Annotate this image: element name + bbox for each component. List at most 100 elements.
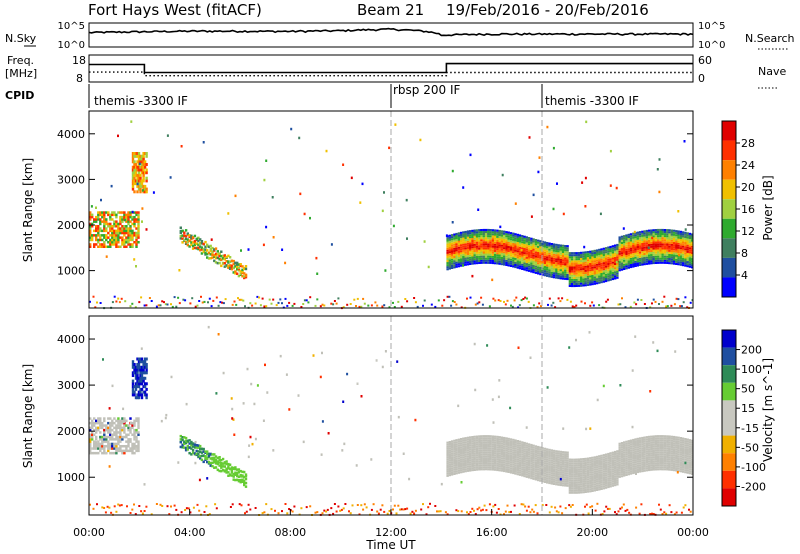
scatter-cell [142,184,145,188]
scatter-cell [480,255,483,258]
scatter-cell [90,205,93,208]
scatter-cell [473,245,476,248]
scatter-cell [525,254,528,257]
scatter-cell [652,464,655,467]
scatter-cell [591,467,594,470]
scatter-cell [505,437,508,440]
scatter-cell [109,245,112,248]
scatter-cell [586,472,590,475]
scatter-cell [593,468,596,471]
scatter-cell [530,452,533,455]
scatter-cell [611,276,615,279]
scatter-cell [133,393,136,397]
scatter-cell [627,235,630,238]
scatter-cell [681,466,685,469]
scatter-cell [675,450,678,453]
scatter-cell [103,234,106,237]
scatter-cell [636,458,639,461]
scatter-cell [518,448,522,451]
scatter-cell [677,451,680,454]
scatter-cell [638,235,642,238]
scatter-cell [654,239,658,242]
scatter-cell [636,442,639,445]
scatter-cell [593,470,596,473]
scatter-cell [99,435,102,439]
scatter-cell [131,365,135,369]
scatter-cell [604,277,608,280]
scatter-cell [503,447,506,450]
scatter-cell [493,452,497,455]
scatter-cell [561,476,565,479]
scatter-cell [675,258,678,261]
scatter-cell [459,262,462,265]
scatter-cell [625,255,628,258]
scatter-cell [595,480,599,483]
scatter-cell [625,440,628,443]
scatter-cell [577,264,581,267]
scatter-cell [117,435,120,439]
scatter-cell [645,254,649,257]
scatter-cell [500,438,504,441]
scatter-cell [607,481,610,484]
scatter-cell [593,270,596,273]
scatter-cell [663,237,667,240]
scatter-cell [450,304,453,307]
scatter-cell [507,248,510,251]
scatter-cell [207,257,211,260]
scatter-cell [500,254,504,257]
scatter-cell [600,250,603,253]
scatter-cell [557,272,560,275]
scatter-cell [645,452,649,455]
scatter-cell [561,250,565,253]
scatter-cell [604,482,608,485]
scatter-cell [419,138,422,142]
scatter-cell [589,283,592,286]
scatter-cell [97,225,100,228]
scatter-cell [573,264,576,267]
scatter-cell [466,248,470,251]
scatter-cell [498,438,501,441]
scatter-cell [89,426,92,430]
scatter-cell [564,269,567,272]
scatter-cell [482,255,485,258]
scatter-cell [258,296,261,299]
scatter-cell [618,471,621,474]
scatter-cell [672,244,676,247]
scatter-cell [600,281,603,284]
scatter-cell [641,230,644,233]
scatter-cell [559,479,562,482]
scatter-cell [489,251,492,254]
scatter-cell [633,230,636,234]
scatter-cell [657,243,660,246]
scatter-cell [131,236,134,239]
scatter-cell [659,462,662,465]
scatter-cell [552,458,556,461]
scatter-cell [620,239,624,242]
scatter-cell [484,243,488,246]
scatter-cell [135,449,138,453]
scatter-cell [480,237,483,240]
scatter-cell [241,265,244,268]
scatter-cell [121,231,124,235]
scatter-cell [130,120,133,123]
scatter-cell [675,248,678,251]
scatter-cell [521,472,524,475]
scatter-cell [668,466,671,469]
scatter-cell [460,233,463,236]
scatter-cell [634,256,637,259]
scatter-cell [636,462,639,465]
scatter-cell [115,238,118,242]
scatter-cell [627,454,630,457]
scatter-cell [632,465,635,468]
scatter-cell [550,457,553,460]
colorbar-tick-label: 12 [741,225,755,238]
scatter-cell [620,254,624,257]
scatter-cell [370,304,373,307]
scatter-cell [684,442,687,445]
scatter-cell [423,299,426,302]
scatter-cell [464,259,467,262]
power-y-axis-label: Slant Range [km] [21,158,35,262]
scatter-cell [139,165,142,169]
scatter-cell [518,461,522,464]
scatter-cell [657,460,660,463]
